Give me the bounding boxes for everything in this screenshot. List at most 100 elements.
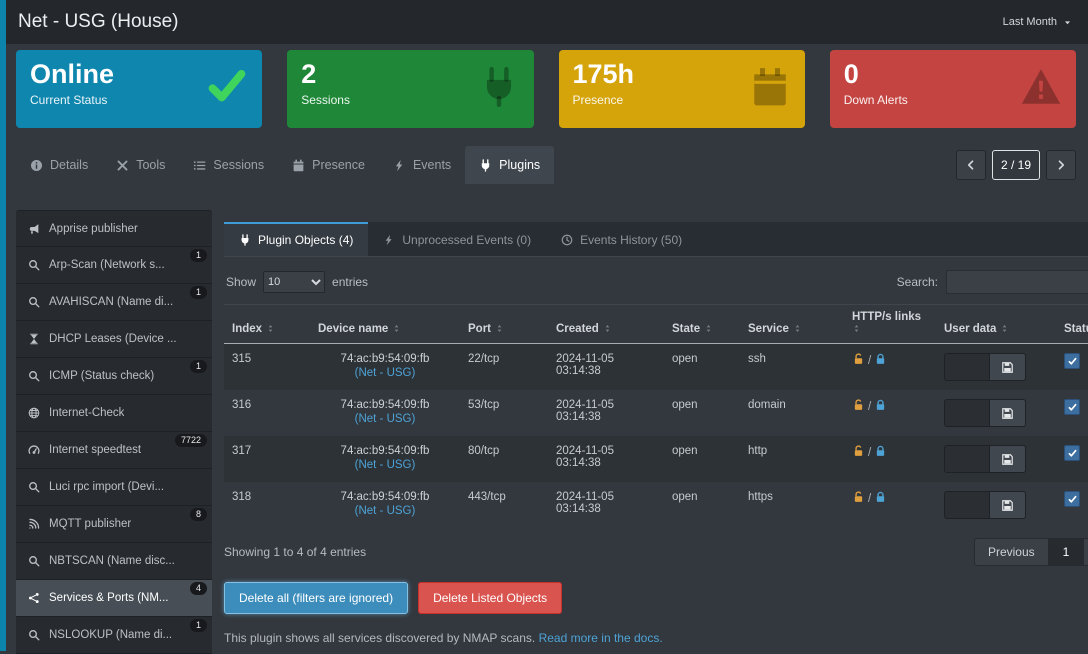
period-selector[interactable]: Last Month — [1003, 16, 1072, 28]
save-icon — [1001, 453, 1014, 466]
sidebar-item-label: NSLOOKUP (Name di... — [49, 629, 173, 641]
user-data-input[interactable] — [944, 399, 990, 427]
page-size-select[interactable]: 10 — [263, 271, 326, 293]
sidebar-item-internet-speedtest[interactable]: Internet speedtest 7722 — [16, 432, 212, 469]
column-label: Service — [748, 323, 789, 335]
sidebar-item-label: NBTSCAN (Name disc... — [49, 555, 175, 567]
sidebar-item-avahiscan-name-di[interactable]: AVAHISCAN (Name di... 1 — [16, 284, 212, 321]
sidebar-item-nbtscan-name-disc[interactable]: NBTSCAN (Name disc... — [16, 543, 212, 580]
card-label: Down Alerts — [843, 92, 908, 107]
notification-badge: 1 — [189, 249, 207, 262]
status-checkbox[interactable] — [1064, 445, 1080, 461]
lock-closed-icon — [874, 491, 887, 504]
column-header-device-name[interactable]: Device name — [310, 304, 460, 344]
notification-badge: 1 — [189, 360, 207, 373]
user-data-input[interactable] — [944, 491, 990, 519]
sidebar-item-dhcp-leases-device[interactable]: DHCP Leases (Device ... — [16, 321, 212, 358]
status-checkbox[interactable] — [1064, 399, 1080, 415]
status-checkbox[interactable] — [1064, 353, 1080, 369]
sidebar-item-arp-scan-network-s[interactable]: Arp-Scan (Network s... 1 — [16, 247, 212, 284]
sidebar-item-apprise-publisher[interactable]: Apprise publisher — [16, 210, 212, 247]
user-data-input[interactable] — [944, 445, 990, 473]
https-link[interactable] — [874, 491, 887, 507]
sidebar-item-label: Arp-Scan (Network s... — [49, 259, 165, 271]
cell-state: open — [672, 445, 698, 457]
tab-label: Presence — [312, 158, 365, 172]
cell-service: https — [748, 491, 773, 503]
sidebar-item-icmp-status-check[interactable]: ICMP (Status check) 1 — [16, 358, 212, 395]
sidebar-item-mqtt-publisher[interactable]: MQTT publisher 8 — [16, 506, 212, 543]
tab-sessions[interactable]: Sessions — [179, 146, 278, 184]
https-link[interactable] — [874, 353, 887, 369]
card-value: 175h — [572, 59, 635, 89]
column-header-index[interactable]: Index — [224, 304, 310, 344]
tab-events[interactable]: Events — [379, 146, 465, 184]
pager-prev-button[interactable] — [956, 150, 986, 180]
device-link[interactable]: (Net - USG) — [354, 505, 416, 517]
sidebar-item-services-ports-nm[interactable]: Services & Ports (NM... 4 — [16, 580, 212, 617]
column-header-http-s-links[interactable]: HTTP/s links — [844, 304, 936, 344]
status-cards: Online Current Status 2 Sessions 175h Presenc… — [6, 44, 1088, 128]
search-icon — [28, 370, 40, 382]
http-link[interactable] — [852, 491, 865, 507]
column-label: State — [672, 323, 701, 335]
device-link[interactable]: (Net - USG) — [354, 459, 416, 471]
delete-all-button[interactable]: Delete all (filters are ignored) — [224, 582, 409, 614]
search-input[interactable] — [946, 270, 1088, 294]
column-header-port[interactable]: Port — [460, 304, 548, 344]
page-number-button[interactable]: 1 — [1048, 538, 1084, 566]
status-card-presence: 175h Presence — [558, 50, 805, 128]
sidebar-item-luci-rpc-import-devi[interactable]: Luci rpc import (Devi... — [16, 469, 212, 506]
save-user-data-button[interactable] — [990, 353, 1026, 381]
device-link[interactable]: (Net - USG) — [354, 367, 416, 379]
content-tab-unprocessed-events-0[interactable]: Unprocessed Events (0) — [368, 222, 546, 256]
user-data-input[interactable] — [944, 353, 990, 381]
save-user-data-button[interactable] — [990, 491, 1026, 519]
lock-open-icon — [852, 445, 865, 458]
check-icon — [1068, 403, 1077, 412]
column-label: User data — [944, 323, 997, 335]
pager-next-button[interactable] — [1046, 150, 1076, 180]
table-controls: Show 10 entries Search: — [226, 270, 1088, 294]
sidebar-item-internet-check[interactable]: Internet-Check — [16, 395, 212, 432]
cell-state: open — [672, 399, 698, 411]
column-header-created[interactable]: Created — [548, 304, 664, 344]
content-tab-events-history-50[interactable]: Events History (50) — [546, 222, 697, 256]
tab-details[interactable]: Details — [16, 146, 102, 184]
tab-plugins[interactable]: Plugins — [465, 146, 555, 184]
tab-tools[interactable]: Tools — [102, 146, 179, 184]
search-icon — [28, 259, 40, 271]
next-page-button[interactable]: Next — [1083, 538, 1088, 566]
card-value: 0 — [843, 59, 859, 89]
http-link[interactable] — [852, 353, 865, 369]
card-label: Presence — [572, 92, 624, 107]
search-icon — [28, 481, 40, 493]
http-link[interactable] — [852, 445, 865, 461]
column-header-status[interactable]: Status — [1056, 304, 1088, 344]
content-tab-plugin-objects-4[interactable]: Plugin Objects (4) — [224, 222, 369, 256]
previous-page-button[interactable]: Previous — [973, 538, 1049, 566]
device-link[interactable]: (Net - USG) — [354, 413, 416, 425]
http-link[interactable] — [852, 399, 865, 415]
main-area: Apprise publisher Arp-Scan (Network s... 1… — [16, 210, 1088, 654]
https-link[interactable] — [874, 445, 887, 461]
chevron-left-icon — [965, 159, 977, 171]
plug-icon — [239, 234, 251, 246]
tab-presence[interactable]: Presence — [278, 146, 379, 184]
save-user-data-button[interactable] — [990, 445, 1026, 473]
cell-created: 2024-11-05 03:14:38 — [556, 491, 614, 515]
sort-icon — [793, 324, 802, 333]
megaphone-icon — [28, 223, 40, 235]
sidebar-item-nslookup-name-di[interactable]: NSLOOKUP (Name di... 1 — [16, 617, 212, 654]
delete-listed-button[interactable]: Delete Listed Objects — [418, 582, 563, 614]
column-header-service[interactable]: Service — [740, 304, 844, 344]
column-header-user-data[interactable]: User data — [936, 304, 1056, 344]
save-user-data-button[interactable] — [990, 399, 1026, 427]
column-header-state[interactable]: State — [664, 304, 740, 344]
https-link[interactable] — [874, 399, 887, 415]
docs-link[interactable]: Read more in the docs. — [538, 631, 663, 645]
tab-label: Sessions — [213, 158, 265, 172]
card-value: Online — [30, 59, 115, 89]
info-icon — [30, 159, 43, 172]
status-checkbox[interactable] — [1064, 491, 1080, 507]
